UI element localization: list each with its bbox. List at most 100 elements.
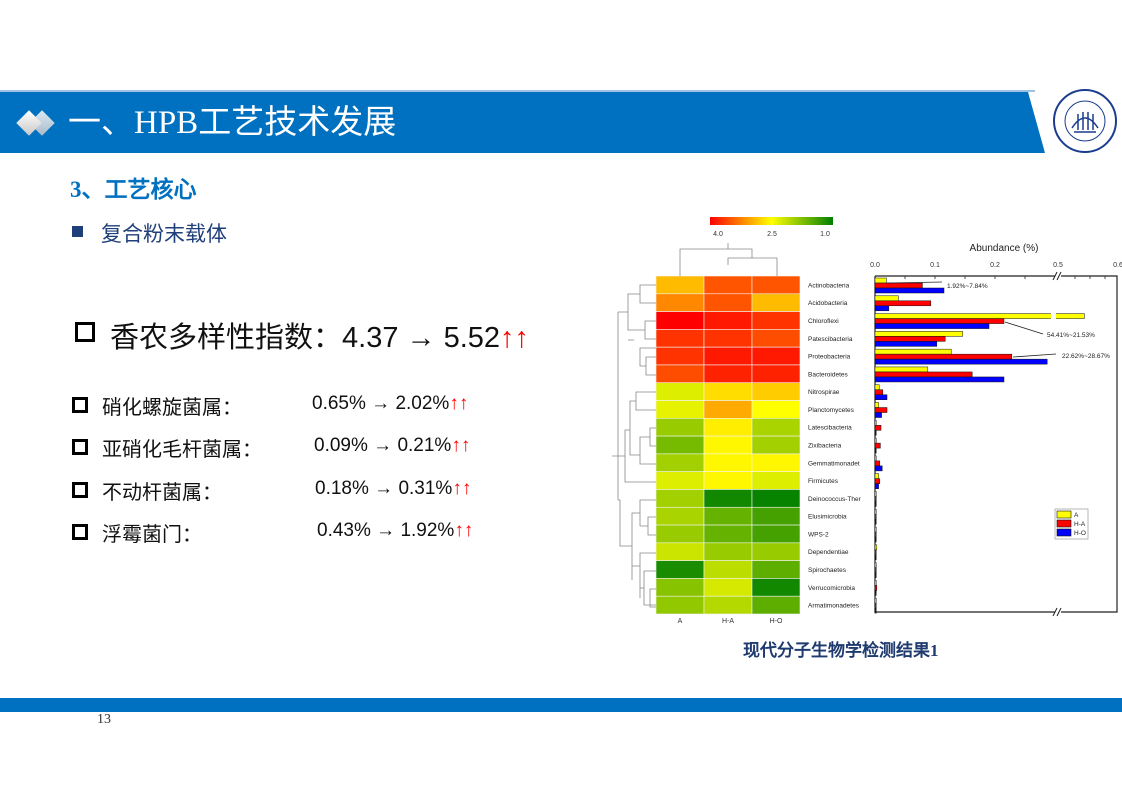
- bar-h-o: [874, 572, 877, 578]
- bar-chart-title: Abundance (%): [970, 243, 1039, 254]
- heatmap-cell: [655, 435, 705, 455]
- heatmap-cell: [703, 453, 753, 472]
- heatmap-cell: [751, 471, 801, 490]
- heatmap-cell: [703, 435, 753, 455]
- row-label: Elusimicrobia: [808, 514, 847, 521]
- genus-label: 硝化螺旋菌属：: [102, 395, 242, 419]
- heatmap-cell: [703, 524, 753, 544]
- heatmap-cell: [703, 329, 753, 348]
- bar-h-a: [874, 282, 923, 289]
- genus-change: 0.43% → 1.92%↑↑: [317, 520, 474, 541]
- heatmap-cell: [703, 418, 753, 437]
- axis-break-mark: [1052, 271, 1062, 617]
- heatmap-cell: [751, 578, 801, 597]
- heatmap-cell: [751, 435, 801, 455]
- heatmap-cell: [655, 275, 705, 295]
- legend-label: H-A: [1074, 521, 1086, 528]
- heatmap-cell: [751, 524, 801, 544]
- bar-a: [874, 437, 877, 444]
- genus-to: 2.02%: [395, 393, 450, 414]
- x-tick-label: 0.0: [870, 262, 880, 269]
- heatmap-cell: [751, 506, 801, 526]
- arrow-right: →: [406, 322, 436, 354]
- bar-a: [874, 277, 887, 284]
- annotation-label: 22.62%~28.67%: [1062, 353, 1110, 360]
- bar-h-o: [874, 554, 877, 561]
- column-label: H-A: [722, 618, 734, 625]
- heatmap-cell: [751, 364, 801, 384]
- bar-a: [874, 597, 877, 604]
- bar-h-o: [874, 341, 938, 347]
- bar-break-gap: [1051, 313, 1056, 320]
- heatmap-cell: [751, 595, 801, 615]
- bar-a: [874, 473, 879, 479]
- chart-caption: 现代分子生物学检测结果1: [743, 641, 939, 660]
- bar-h-o: [874, 305, 890, 312]
- genus-to: 0.21%: [397, 435, 452, 456]
- bar-h-o: [874, 607, 877, 614]
- bar-a: [874, 348, 952, 355]
- bar-a: [874, 491, 877, 497]
- column-label: A: [678, 618, 683, 625]
- bar-h-a: [874, 389, 884, 395]
- header-accent-line: [0, 90, 1035, 92]
- heatmap-cell: [655, 560, 705, 579]
- heatmap-cell: [655, 418, 705, 437]
- up-arrows: ↑↑: [451, 435, 471, 456]
- heatmap-cell: [655, 400, 705, 419]
- heatmap-cell: [703, 578, 753, 597]
- colorbar-tick-label: 1.0: [820, 231, 830, 238]
- heatmap-cell: [703, 275, 753, 295]
- tongji-university-logo: [1053, 89, 1117, 153]
- genus-label: 不动杆菌属：: [102, 480, 222, 504]
- heatmap-cell: [751, 400, 801, 419]
- bar-a: [874, 526, 877, 533]
- legend-swatch: [1056, 528, 1072, 537]
- heatmap-cell: [751, 275, 801, 295]
- bar-a: [874, 544, 878, 551]
- footer-bar: [0, 698, 1122, 712]
- genus-change: 0.09% → 0.21%↑↑: [314, 435, 471, 456]
- heatmap-cell: [703, 311, 753, 330]
- checkbox-icon: [72, 524, 88, 540]
- heatmap-cell: [655, 293, 705, 312]
- row-label: Chloroflexi: [808, 318, 839, 325]
- heatmap-cell: [703, 560, 753, 579]
- row-label: Patescibacteria: [808, 336, 853, 343]
- heatmap-cell: [703, 364, 753, 384]
- bar-h-o: [874, 590, 877, 596]
- bar-h-o: [874, 430, 877, 436]
- bar-h-o: [874, 412, 882, 418]
- annotation-arrow: [1012, 353, 1057, 358]
- bar-h-a: [874, 407, 888, 413]
- legend-label: H-O: [1074, 530, 1086, 537]
- heatmap-cell: [703, 346, 753, 366]
- legend-swatch: [1056, 519, 1072, 528]
- row-label: Proteobacteria: [808, 354, 851, 361]
- heatmap-cell: [751, 489, 801, 508]
- header-band: [0, 92, 1045, 153]
- row-label: Latescibacteria: [808, 425, 852, 432]
- row-label: Deinococcus-Ther: [808, 496, 862, 503]
- bar-h-o: [874, 376, 1005, 383]
- colorbar: [710, 217, 833, 225]
- bar-a: [874, 402, 879, 408]
- bar-h-a: [874, 460, 881, 467]
- shannon-to: 5.52: [443, 322, 501, 354]
- row-label: Armatimonadetes: [808, 603, 860, 610]
- row-label: Nitrospirae: [808, 389, 840, 396]
- heatmap-cell: [655, 364, 705, 384]
- section-subtitle: 3、工艺核心: [70, 177, 197, 202]
- heatmap-cell: [655, 346, 705, 366]
- bar-a: [874, 509, 877, 515]
- slide-title: 一、HPB工艺技术发展: [68, 105, 397, 141]
- legend-label: A: [1074, 512, 1079, 519]
- heatmap-cell: [655, 595, 705, 615]
- row-label: WPS-2: [808, 531, 829, 538]
- heatmap-cell: [751, 346, 801, 366]
- heatmap-cell: [751, 542, 801, 561]
- bar-h-o: [874, 483, 879, 489]
- checkbox-icon: [72, 482, 88, 498]
- heatmap-cell: [655, 329, 705, 348]
- bar-a: [874, 384, 880, 390]
